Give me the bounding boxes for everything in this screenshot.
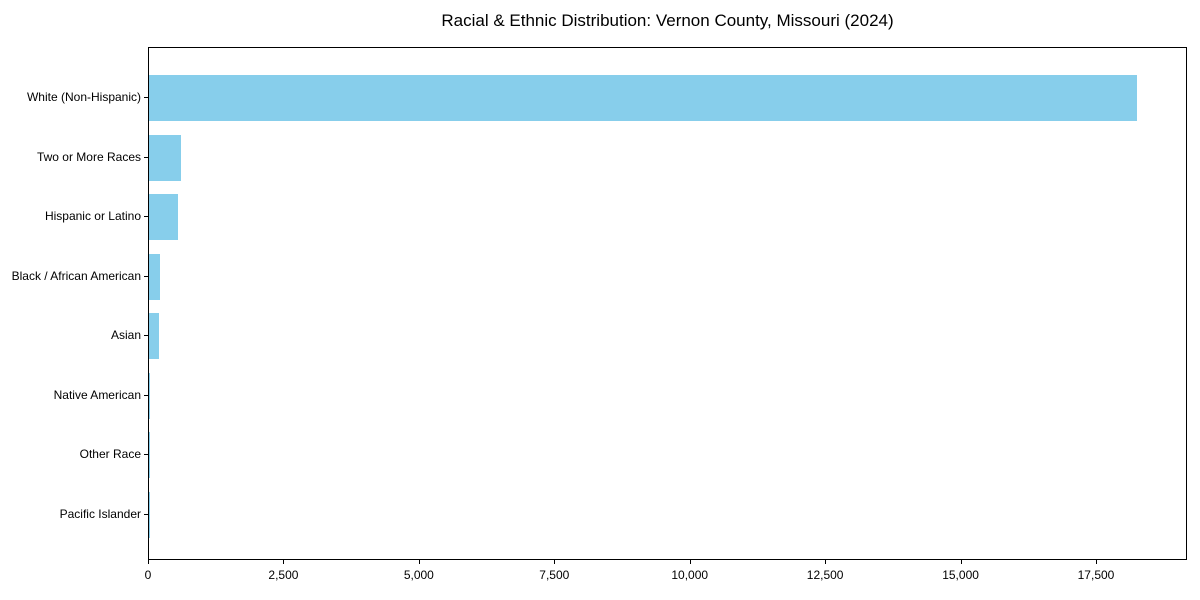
y-tick-mark [144, 216, 148, 218]
y-tick-mark [144, 513, 148, 515]
y-tick-mark [144, 97, 148, 98]
y-axis-label-hispanic-or-latino: Hispanic or Latino [44, 209, 141, 224]
y-axis-label-two-or-more-races: Two or More Races [36, 149, 141, 164]
y-axis-label-asian: Asian [110, 328, 141, 343]
plot-area [148, 47, 1187, 560]
x-tick-mark [825, 560, 827, 564]
y-axis-label-other-race: Other Race [79, 447, 141, 462]
y-axis-label-pacific-islander: Pacific Islander [59, 506, 141, 521]
x-axis-tick-label: 2,500 [268, 568, 299, 582]
y-tick-mark [144, 156, 148, 158]
y-tick-mark [144, 335, 148, 337]
x-tick-mark [148, 560, 149, 564]
y-tick-mark [144, 454, 148, 456]
y-tick-mark [144, 275, 148, 277]
x-tick-mark [283, 560, 285, 564]
bar-hispanic-or-latino [149, 194, 178, 241]
x-axis-tick-label: 7,500 [539, 568, 570, 582]
x-axis-tick-label: 5,000 [403, 568, 434, 582]
y-axis-label-native-american: Native American [53, 387, 141, 402]
x-axis-tick-label: 10,000 [671, 568, 709, 582]
x-axis-tick-label: 15,000 [942, 568, 979, 582]
y-tick-mark [144, 394, 148, 396]
bar-two-or-more-races [149, 134, 181, 181]
x-tick-mark [554, 560, 556, 564]
x-axis-tick-label: 12,500 [806, 568, 844, 582]
x-axis-tick-label: 0 [144, 568, 152, 582]
x-tick-mark [689, 560, 691, 564]
y-axis-label-white-non-hispanic: White (Non-Hispanic) [26, 90, 141, 104]
bar-native-american [149, 372, 151, 419]
y-axis-label-black-african-american: Black / African American [11, 268, 141, 283]
bar-white-non-hispanic [149, 75, 1138, 121]
bar-asian [149, 313, 159, 360]
x-tick-mark [960, 560, 962, 564]
chart-title: Racial & Ethnic Distribution: Vernon Cou… [441, 11, 894, 30]
x-axis-tick-label: 17,500 [1077, 568, 1115, 582]
x-tick-mark [1095, 560, 1097, 564]
x-tick-mark [418, 560, 420, 564]
bar-black-african-american [149, 253, 160, 300]
